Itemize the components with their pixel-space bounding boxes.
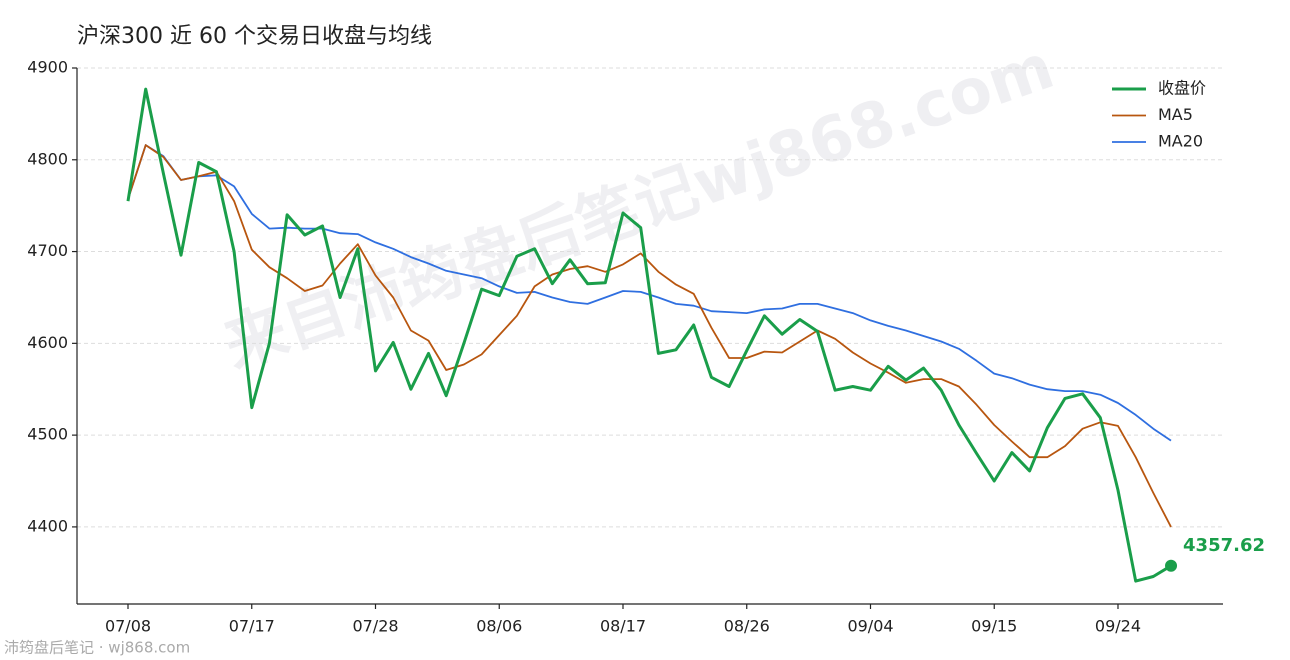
x-tick-label: 09/24 xyxy=(1095,617,1141,636)
footer: 沛筠盘后笔记 · wj868.com xyxy=(4,639,190,657)
y-tick-label: 4400 xyxy=(27,516,68,535)
y-tick-label: 4900 xyxy=(27,58,68,77)
x-tick-label: 08/17 xyxy=(600,617,646,636)
y-tick-label: 4700 xyxy=(27,241,68,260)
watermark: 来自沛筠盘后笔记wj868.com xyxy=(215,29,1063,382)
x-tick-label: 08/26 xyxy=(724,617,770,636)
chart-title: 沪深300 近 60 个交易日收盘与均线 xyxy=(77,24,432,49)
last-value-label: 4357.62 xyxy=(1183,535,1265,556)
x-tick-label: 09/04 xyxy=(847,617,893,636)
y-tick-label: 4600 xyxy=(27,333,68,352)
x-tick-label: 07/28 xyxy=(352,617,398,636)
x-tick-label: 08/06 xyxy=(476,617,522,636)
series-line xyxy=(127,144,1172,528)
x-tick-label: 07/17 xyxy=(229,617,275,636)
last-point xyxy=(1165,559,1178,572)
x-tick-label: 09/15 xyxy=(971,617,1017,636)
y-tick-label: 4800 xyxy=(27,149,68,168)
y-tick-label: 4500 xyxy=(27,425,68,444)
legend-label: 收盘价 xyxy=(1158,79,1206,98)
series-line xyxy=(126,87,1172,583)
legend-label: MA5 xyxy=(1158,105,1193,124)
legend-label: MA20 xyxy=(1158,132,1203,151)
x-tick-label: 07/08 xyxy=(105,617,151,636)
